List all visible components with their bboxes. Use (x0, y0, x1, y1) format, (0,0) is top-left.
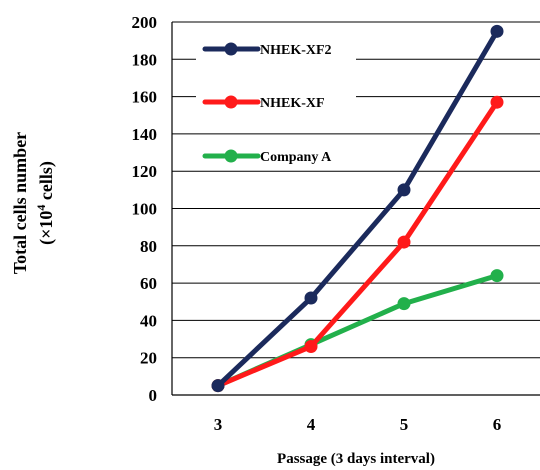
x-tick-labels: 3 4 5 6 (214, 415, 502, 434)
legend-label-2: Company A (260, 150, 332, 165)
y-tick-labels: 0 20 40 60 80 100 120 140 160 180 200 (132, 13, 158, 405)
series-lines (211, 24, 504, 393)
series-line-1 (215, 99, 500, 389)
legend-marker-2 (224, 149, 238, 163)
legend-label-0: NHEK-XF2 (260, 43, 332, 58)
legend: NHEK-XF2 NHEK-XF Company A (196, 35, 356, 168)
y-tick-label-7: 140 (132, 125, 158, 144)
legend-marker-0 (224, 42, 238, 56)
y-tick-label-3: 60 (140, 274, 157, 293)
x-tick-label-1: 4 (307, 415, 316, 434)
y-tick-label-8: 160 (132, 88, 158, 107)
y-tick-label-9: 180 (132, 50, 158, 69)
series-1-point-3 (490, 95, 504, 109)
series-1-point-1 (304, 340, 318, 354)
x-tick-label-0: 3 (214, 415, 223, 434)
y-axis-title-line1: Total cells number (10, 132, 30, 274)
y-tick-label-6: 120 (132, 162, 158, 181)
y-tick-label-0: 0 (149, 386, 158, 405)
series-line-0 (215, 28, 500, 389)
series-0-point-1 (304, 291, 318, 305)
y-tick-label-1: 20 (140, 349, 157, 368)
y-tick-label-2: 40 (140, 311, 157, 330)
x-tick-label-2: 5 (400, 415, 409, 434)
x-tick-label-3: 6 (493, 415, 502, 434)
series-1-point-2 (397, 235, 411, 249)
y-tick-label-5: 100 (132, 200, 158, 219)
gridlines (172, 21, 540, 359)
y-tick-label-10: 200 (132, 13, 158, 32)
y-axis-title-line2: (×104 cells) (34, 161, 57, 245)
series-2-point-3 (490, 269, 504, 283)
series-2-point-2 (397, 297, 411, 311)
y-axis-unit-suffix: cells) (36, 161, 57, 204)
series-0-point-2 (397, 183, 411, 197)
x-axis-title: Passage (3 days interval) (277, 451, 435, 467)
legend-label-1: NHEK-XF (260, 96, 325, 111)
legend-marker-1 (224, 95, 238, 109)
series-0-point-0 (211, 379, 225, 393)
series-0-point-3 (490, 24, 504, 38)
y-axis-unit-superscript: 4 (34, 205, 48, 211)
y-axis-unit-prefix: (×10 (36, 211, 57, 245)
axes (171, 22, 540, 396)
y-tick-label-4: 80 (140, 237, 157, 256)
